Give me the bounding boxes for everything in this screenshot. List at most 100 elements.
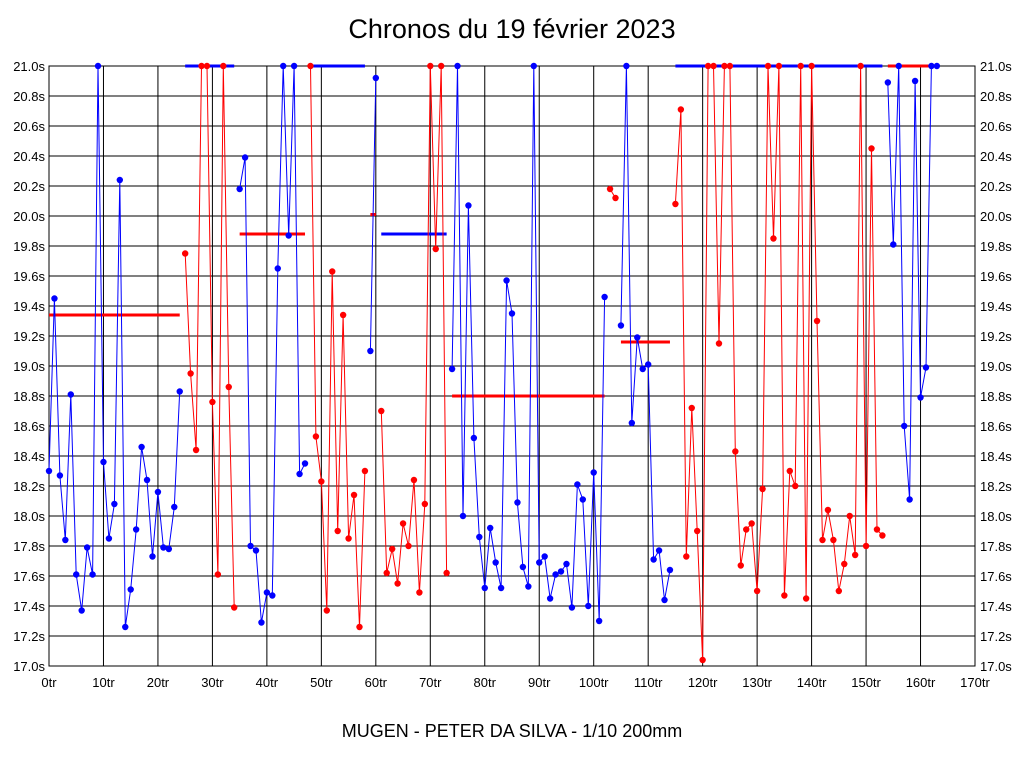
data-point <box>830 536 837 544</box>
data-point <box>846 512 853 520</box>
data-point <box>574 481 581 488</box>
data-point <box>732 448 739 455</box>
y-tick-label-right: 18.6s <box>980 419 1012 434</box>
data-point <box>868 145 875 152</box>
data-point <box>704 62 712 70</box>
y-tick-label-left: 19.8s <box>13 239 45 254</box>
data-point <box>127 586 134 593</box>
y-tick-label-left: 19.4s <box>13 299 45 314</box>
data-point <box>525 583 532 590</box>
data-point <box>154 488 162 496</box>
data-point <box>165 545 173 553</box>
data-point <box>536 559 543 566</box>
y-tick-label-left: 19.2s <box>13 329 45 344</box>
data-point <box>176 388 183 395</box>
x-tick-label: 60tr <box>365 675 388 690</box>
data-point <box>301 460 309 467</box>
data-point <box>568 604 576 611</box>
data-point <box>356 623 363 631</box>
y-tick-label-right: 20.4s <box>980 149 1012 164</box>
data-point <box>388 545 396 553</box>
grid <box>48 65 976 667</box>
data-point <box>290 62 298 70</box>
data-point <box>786 467 793 475</box>
x-tick-label: 90tr <box>528 675 551 690</box>
y-tick-label-left: 20.6s <box>13 119 45 134</box>
data-point <box>116 176 124 184</box>
data-point <box>476 533 483 541</box>
y-tick-label-left: 20.4s <box>13 149 45 164</box>
data-point <box>339 311 347 319</box>
data-point <box>628 419 636 427</box>
data-point <box>753 587 761 595</box>
y-tick-label-right: 18.2s <box>980 479 1012 494</box>
data-point <box>89 571 96 578</box>
x-tick-label: 0tr <box>41 675 57 690</box>
series-line <box>887 65 937 500</box>
data-point <box>797 62 804 70</box>
data-point <box>269 592 276 599</box>
data-point <box>405 542 412 550</box>
data-point <box>241 154 249 161</box>
x-axis-ticks: 0tr 10tr 20tr 30tr 40tr 50tr 60tr 70tr 80tr 90tr 1… <box>41 675 990 690</box>
y-tick-label-left: 20.2s <box>13 179 45 194</box>
data-point <box>819 536 826 544</box>
data-point <box>345 535 352 542</box>
series-line <box>620 65 671 601</box>
x-tick-label: 80tr <box>474 675 497 690</box>
y-tick-label-right: 19.6s <box>980 269 1012 284</box>
y-tick-label-right: 19.8s <box>980 239 1012 254</box>
data-point <box>67 391 74 398</box>
y-tick-label-right: 20.6s <box>980 119 1012 134</box>
data-point <box>546 595 554 602</box>
data-point <box>399 520 407 527</box>
x-tick-label: 160tr <box>906 675 936 690</box>
y-tick-label-left: 17.6s <box>13 569 45 584</box>
data-point <box>721 62 728 70</box>
data-point <box>181 250 189 257</box>
data-point <box>726 62 734 70</box>
data-point <box>661 596 668 604</box>
x-axis-label: MUGEN - PETER DA SILVA - 1/10 200mm <box>341 721 683 741</box>
data-point <box>851 551 859 559</box>
data-point <box>312 433 320 440</box>
y-tick-label-right: 17.8s <box>980 539 1012 554</box>
data-point <box>285 232 292 239</box>
y-tick-label-right: 20.8s <box>980 89 1012 104</box>
data-point <box>672 200 679 208</box>
y-tick-label-left: 19.6s <box>13 269 45 284</box>
data-point <box>247 542 254 550</box>
data-point <box>922 364 930 371</box>
data-point <box>895 62 902 70</box>
data-point <box>361 467 369 475</box>
data-point <box>514 499 521 506</box>
plot-frame <box>48 65 976 667</box>
data-point <box>258 619 265 626</box>
data-point <box>710 62 717 70</box>
data-point <box>443 569 450 577</box>
data-point <box>737 562 744 569</box>
y-tick-label-left: 20.8s <box>13 89 45 104</box>
y-tick-label-right: 17.0s <box>980 659 1012 674</box>
data-point <box>824 506 832 514</box>
data-point <box>122 623 129 631</box>
data-point <box>132 526 140 533</box>
data-point <box>666 566 674 574</box>
data-point <box>383 569 390 577</box>
data-point <box>492 559 499 566</box>
y-tick-label-right: 18.8s <box>980 389 1012 404</box>
data-point <box>900 422 908 430</box>
data-point <box>764 62 772 70</box>
x-tick-label: 130tr <box>742 675 772 690</box>
data-point <box>236 185 243 193</box>
data-point <box>160 544 167 551</box>
y-tick-label-right: 20.0s <box>980 209 1012 224</box>
x-tick-label: 40tr <box>256 675 279 690</box>
data-point <box>274 265 281 272</box>
y-tick-label-right: 17.6s <box>980 569 1012 584</box>
data-point <box>911 77 919 85</box>
series-line <box>239 65 306 623</box>
data-point <box>928 62 935 70</box>
series-line <box>369 77 377 352</box>
y-tick-label-right: 17.2s <box>980 629 1012 644</box>
